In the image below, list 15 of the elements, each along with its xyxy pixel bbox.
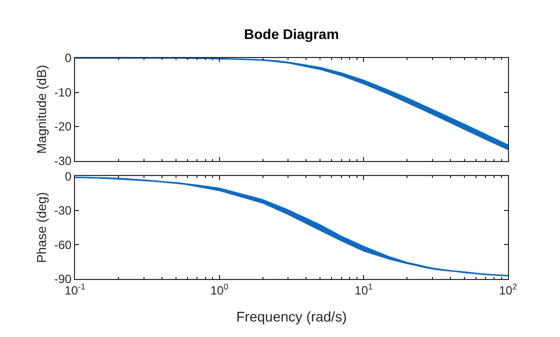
y-tick-label: -20: [54, 120, 72, 134]
y-tick-label: -30: [54, 204, 72, 218]
y-axis-title: Phase (deg): [34, 192, 50, 264]
x-axis-title: Frequency (rad/s): [236, 308, 347, 325]
y-tick-label: 0: [64, 169, 72, 184]
x-tick-label: 10$^{1}$: [354, 281, 374, 298]
y-tick-label: 0: [64, 51, 72, 66]
y-tick-label: -10: [54, 85, 72, 100]
x-tick-label: 10$^{2}$: [498, 281, 518, 298]
chart-title: Bode Diagram: [244, 26, 339, 42]
y-tick-label: -60: [54, 238, 72, 252]
y-axis-title: Magnitude (dB): [34, 64, 50, 154]
y-tick-label: -90: [54, 272, 72, 286]
x-tick-label: 10$^{0}$: [210, 281, 229, 298]
y-tick-label: -30: [54, 154, 72, 168]
